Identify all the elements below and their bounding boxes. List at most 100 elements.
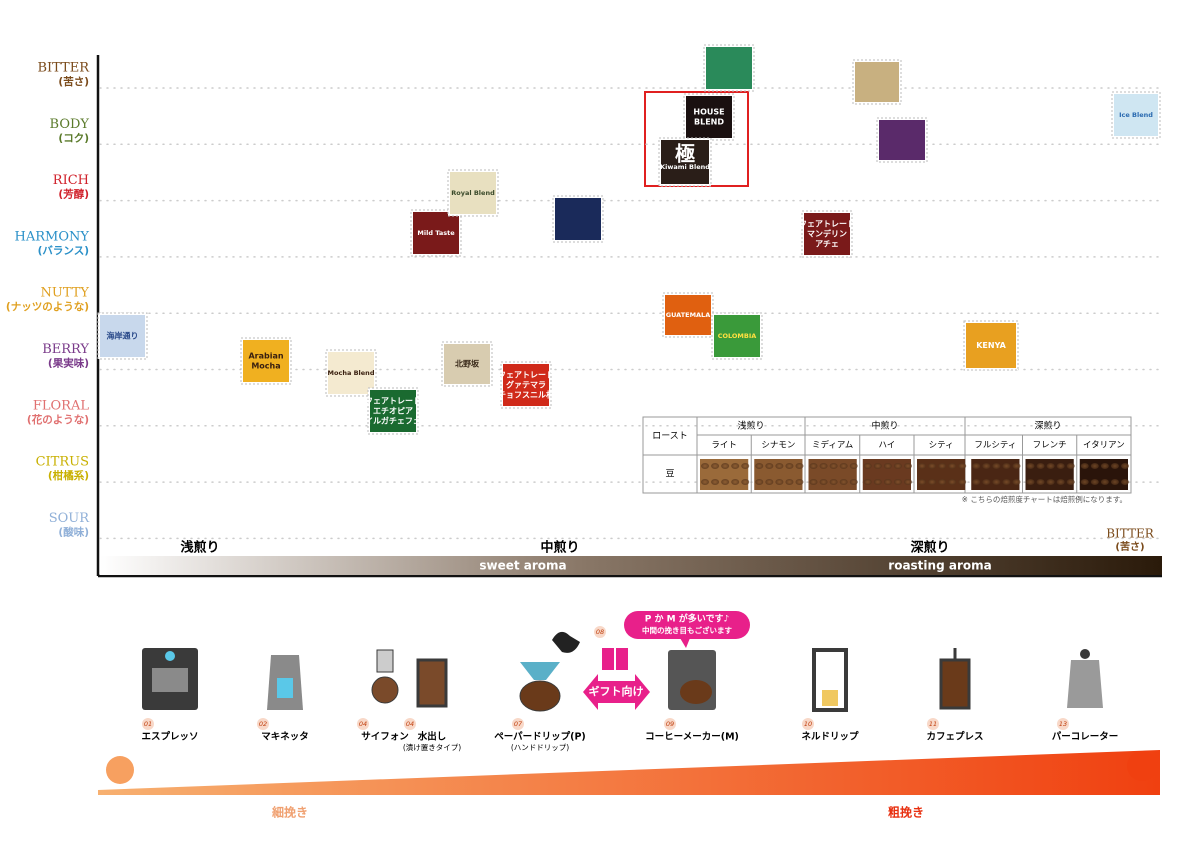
roast-level: イタリアン [1083, 441, 1125, 451]
stamp-face [370, 390, 416, 432]
table-header: ロースト [652, 432, 688, 442]
stamp: Royal Blend [447, 169, 499, 217]
method-number: 09 [666, 720, 674, 728]
flavor-ja: (芳醇) [58, 188, 89, 201]
bean [1036, 479, 1045, 485]
bean [849, 463, 858, 469]
method-icon [519, 631, 580, 712]
grind-wedge [98, 750, 1160, 795]
icon-part [1080, 649, 1090, 659]
stamp-text: Mild Taste [417, 229, 455, 237]
stamp-text: GUATEMALA [666, 311, 710, 319]
bean [1110, 479, 1119, 485]
method-number: 04 [406, 720, 414, 728]
stamp: Mild Taste [410, 209, 462, 257]
stamp-face [450, 172, 496, 214]
stamp-text: フェアトレード [498, 371, 554, 380]
stamp [703, 44, 755, 92]
bean [1026, 463, 1035, 469]
bean [731, 463, 740, 469]
bean [839, 463, 848, 469]
stamp-text: フェアトレード [365, 397, 421, 406]
bean [1012, 463, 1021, 469]
icon-part [416, 658, 448, 708]
stamp-face [328, 352, 374, 394]
bean [829, 479, 838, 485]
roast-group: 中煎り [871, 420, 898, 432]
bean [972, 463, 981, 469]
flavor-name: BODY [50, 117, 90, 132]
stamp-text: Mocha Blend [328, 369, 375, 377]
gift-arrow [583, 674, 650, 710]
bean [928, 479, 937, 485]
number-badge [142, 718, 154, 730]
stamp-face [879, 120, 925, 160]
bean [1056, 479, 1065, 485]
stamp-text: Royal Blend [451, 189, 495, 197]
stamp-face [413, 212, 459, 254]
bean [819, 463, 828, 469]
bean [1002, 463, 1011, 469]
stamp-text: イルガチェフェ [365, 416, 421, 426]
roast-level: ハイ [878, 441, 895, 451]
table-bean-header: 豆 [665, 469, 674, 480]
bubble [624, 611, 750, 639]
stamp-face [714, 315, 760, 357]
method-number: 01 [144, 720, 152, 728]
number-badge [404, 718, 416, 730]
bean [765, 479, 774, 485]
stamp-text: フェアトレード [799, 220, 855, 229]
stamp-face [966, 323, 1016, 368]
bean [785, 463, 794, 469]
bean [904, 463, 912, 469]
bean [982, 479, 991, 485]
icon-part [552, 631, 580, 653]
icon-part [519, 680, 561, 712]
roasting-aroma: roasting aroma [888, 559, 991, 573]
stamp [876, 117, 928, 163]
bean [839, 479, 848, 485]
method-name: ネルドリップ [801, 731, 859, 743]
icon-part [152, 668, 188, 692]
number-badge [664, 718, 676, 730]
method-name: 水出し [417, 731, 447, 743]
method-name: ペーパードリップ(P) [494, 731, 586, 743]
bean [918, 463, 926, 469]
icon-part [371, 676, 399, 704]
number-badge [802, 718, 814, 730]
flavor-ja: (苦さ) [58, 75, 89, 88]
method-icon [939, 648, 971, 710]
flavor-name: SOUR [49, 511, 91, 526]
number-badge [1057, 718, 1069, 730]
bean [795, 479, 804, 485]
stamp-face [555, 198, 601, 240]
roast-dark: 深煎り [910, 540, 949, 556]
stamp-text: Mocha [251, 362, 280, 371]
bean [1066, 479, 1075, 485]
stamp: Ice Blend [1111, 91, 1161, 139]
method-number: 13 [1059, 720, 1067, 728]
method-number: 04 [359, 720, 367, 728]
coarse-grind-icon [1127, 751, 1157, 781]
stamp-text: 海岸通り [107, 331, 139, 341]
roast-level: ライト [711, 441, 737, 451]
roast-light: 浅煎り [180, 540, 219, 556]
bean [765, 463, 774, 469]
gift-number: 08 [596, 628, 604, 636]
icon-part [165, 651, 175, 661]
bubble-text: P か M が多いです♪ [645, 613, 729, 625]
stamp-text: Kiwami Blend [660, 163, 710, 171]
bean [1002, 479, 1011, 485]
bean [1012, 479, 1021, 485]
stamp-face [665, 295, 711, 335]
stamp [852, 59, 902, 105]
bean [1046, 463, 1055, 469]
bean [883, 463, 892, 469]
method-icon [267, 655, 303, 710]
roast-end-name: BITTER [1106, 527, 1155, 541]
roast-level: フルシティ [974, 441, 1016, 451]
stamp-text: KENYA [976, 341, 1006, 350]
icon-part [939, 658, 971, 710]
bean [731, 479, 740, 485]
